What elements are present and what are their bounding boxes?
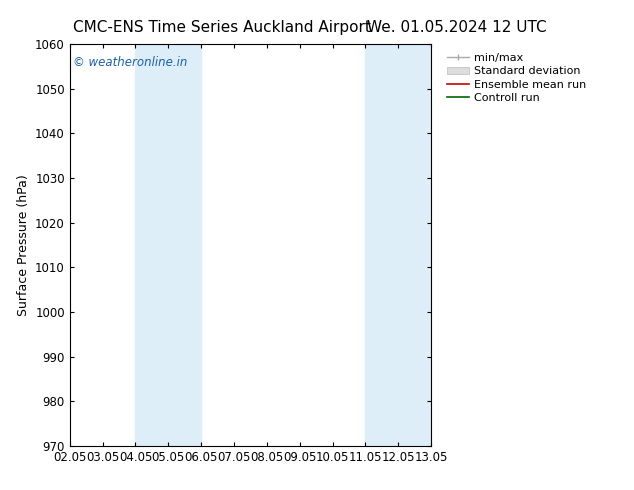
Text: © weatheronline.in: © weatheronline.in <box>74 56 188 69</box>
Y-axis label: Surface Pressure (hPa): Surface Pressure (hPa) <box>16 174 30 316</box>
Text: We. 01.05.2024 12 UTC: We. 01.05.2024 12 UTC <box>366 20 547 35</box>
Bar <box>136 44 201 446</box>
Text: CMC-ENS Time Series Auckland Airport: CMC-ENS Time Series Auckland Airport <box>73 20 371 35</box>
Legend: min/max, Standard deviation, Ensemble mean run, Controll run: min/max, Standard deviation, Ensemble me… <box>444 49 590 106</box>
Bar <box>365 44 431 446</box>
